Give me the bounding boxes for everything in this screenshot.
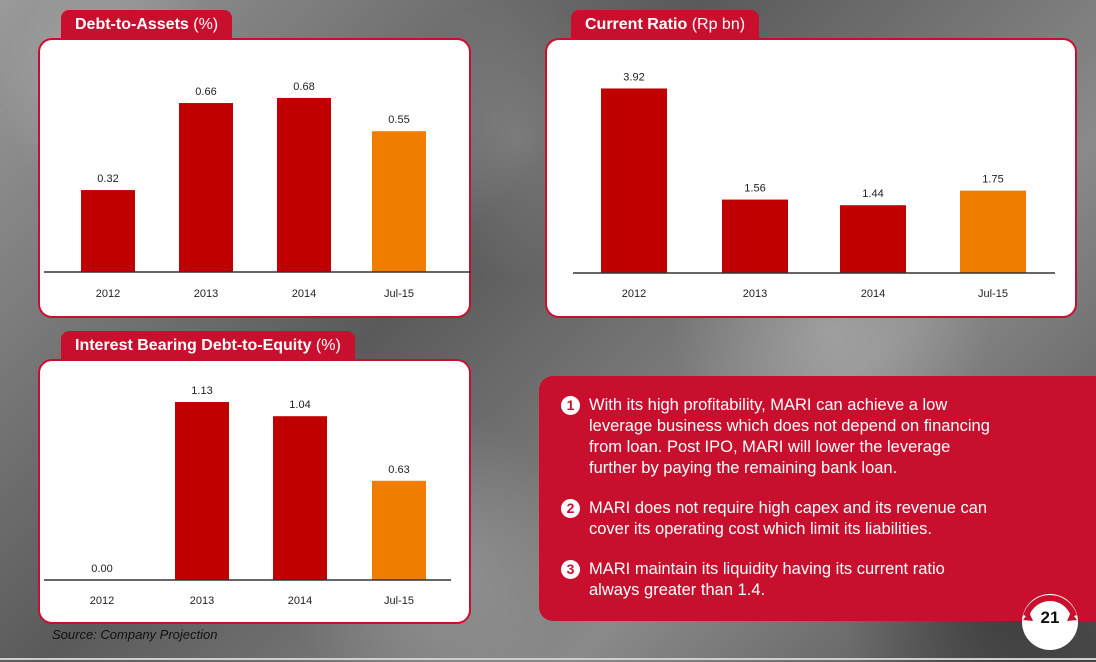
category-label: 2013 [190,595,214,607]
data-label: 0.63 [388,464,409,476]
number-1-icon: 1 [561,396,580,415]
bar-2014 [273,416,327,580]
data-label: 1.44 [862,188,883,200]
data-label: 1.75 [982,174,1003,186]
current-ratio-svg: 3.92 2012 1.56 2013 1.44 2014 1.75 Jul-15 [573,71,1055,300]
data-label: 3.92 [623,71,644,83]
current-ratio-title: Current Ratio (Rp bn) [571,10,760,40]
key-points-box: 1 With its high profitability, MARI can … [539,376,1096,621]
bar-2014 [840,205,906,273]
bar-2014 [277,97,331,272]
category-label: 2013 [194,288,218,300]
key-point-text: With its high profitability, MARI can ac… [589,396,990,477]
bar-2012 [81,190,135,272]
page-badge-icon [1022,594,1078,650]
category-label: 2014 [288,595,312,607]
bar-2013 [722,199,788,273]
debt-to-assets-chart: 0.32 2012 0.66 2013 0.68 2014 0.55 Jul-15 [38,38,471,318]
debt-to-assets-title: Debt-to-Assets (%) [61,10,233,40]
data-label: 0.55 [388,114,409,126]
bar-2013 [179,103,233,272]
number-3-icon: 3 [561,560,580,579]
footer-rule [0,658,1096,660]
data-label: 0.68 [293,81,314,93]
data-label: 1.04 [289,399,310,411]
source-note: Source: Company Projection [52,627,218,642]
ibd-to-equity-title: Interest Bearing Debt-to-Equity (%) [61,331,355,361]
category-label: Jul-15 [384,595,414,607]
category-label: 2014 [292,288,316,300]
category-label: 2014 [861,288,885,300]
category-label: 2012 [622,288,646,300]
key-point-3: 3 MARI maintain its liquidity having its… [561,559,991,601]
debt-to-assets-svg: 0.32 2012 0.66 2013 0.68 2014 0.55 Jul-15 [44,81,471,300]
category-label: 2013 [743,288,767,300]
data-label: 0.66 [195,86,216,98]
page-number: 21 [1040,608,1060,627]
bar-Jul-15 [372,131,426,272]
key-point-text: MARI does not require high capex and its… [589,499,988,538]
ibd-to-equity-chart: 0.00 2012 1.13 2013 1.04 2014 0.63 Jul-15 [38,359,471,624]
current-ratio-chart: 3.92 2012 1.56 2013 1.44 2014 1.75 Jul-15 [545,38,1077,318]
data-label: 1.56 [744,183,765,195]
data-label: 1.13 [191,385,212,397]
bar-Jul-15 [960,190,1026,273]
ibd-to-equity-svg: 0.00 2012 1.13 2013 1.04 2014 0.63 Jul-15 [44,385,451,607]
key-point-1: 1 With its high profitability, MARI can … [561,395,991,479]
category-label: Jul-15 [384,288,414,300]
category-label: Jul-15 [978,288,1008,300]
key-point-text: MARI maintain its liquidity having its c… [589,560,945,599]
category-label: 2012 [96,288,120,300]
data-label: 0.00 [91,563,112,575]
category-label: 2012 [90,595,114,607]
bar-2012 [601,88,667,273]
bar-Jul-15 [372,480,426,580]
number-2-icon: 2 [561,499,580,518]
bar-2013 [175,402,229,580]
data-label: 0.32 [97,173,118,185]
key-point-2: 2 MARI does not require high capex and i… [561,498,991,540]
